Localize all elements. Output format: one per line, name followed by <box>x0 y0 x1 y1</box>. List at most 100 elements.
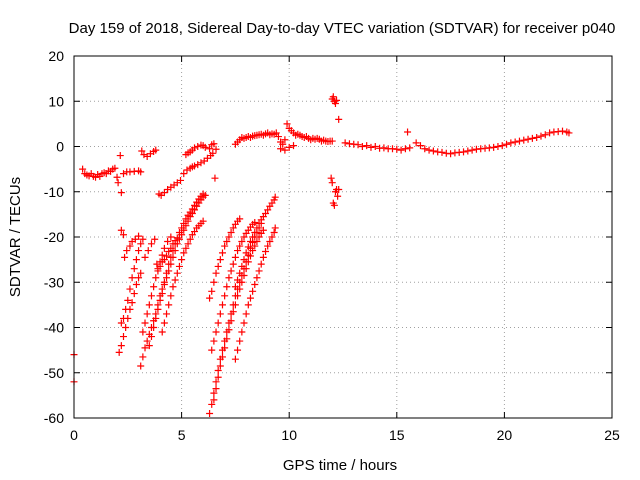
data-point <box>128 274 136 282</box>
data-point <box>281 146 289 154</box>
data-point <box>251 281 259 289</box>
data-point <box>464 147 472 155</box>
data-point <box>257 260 265 268</box>
data-point <box>137 240 145 248</box>
data-point <box>290 142 298 150</box>
data-point <box>212 385 220 393</box>
data-point <box>218 301 226 309</box>
data-point <box>264 206 272 214</box>
data-point <box>119 333 127 341</box>
y-tick-label: -20 <box>44 229 64 245</box>
data-point <box>425 146 433 154</box>
data-point <box>253 224 261 232</box>
data-point <box>141 253 149 261</box>
data-point <box>236 337 244 345</box>
data-point <box>160 189 168 197</box>
x-axis-label: GPS time / hours <box>283 457 397 474</box>
data-point <box>126 305 134 313</box>
data-point <box>114 179 122 187</box>
data-point <box>210 337 218 345</box>
data-point <box>210 278 218 286</box>
data-point <box>541 131 549 139</box>
series-pass-a <box>117 226 147 327</box>
data-point <box>249 233 257 241</box>
data-point <box>283 120 291 128</box>
data-point <box>231 301 239 309</box>
data-point <box>264 242 272 250</box>
data-point <box>160 256 168 264</box>
data-point <box>212 378 220 386</box>
data-point <box>234 247 242 255</box>
data-point <box>191 206 199 214</box>
data-point <box>229 224 237 232</box>
data-point <box>240 319 248 327</box>
data-point <box>335 185 343 193</box>
data-point <box>234 276 242 284</box>
data-point <box>141 319 149 327</box>
data-point <box>143 310 151 318</box>
data-point <box>206 294 214 302</box>
data-point <box>240 271 248 279</box>
data-point <box>143 337 151 345</box>
data-point <box>367 143 375 151</box>
data-point <box>231 355 239 363</box>
data-point <box>212 328 220 336</box>
x-tick-label: 5 <box>178 427 186 443</box>
data-point <box>328 179 336 187</box>
data-point <box>225 274 233 282</box>
data-point <box>494 143 502 150</box>
data-point <box>236 242 244 250</box>
data-point <box>124 314 132 322</box>
data-point <box>234 346 242 354</box>
data-point <box>249 247 257 255</box>
data-point <box>167 233 175 241</box>
data-point <box>279 140 287 148</box>
data-point <box>404 128 412 136</box>
data-point <box>210 389 218 397</box>
data-point <box>131 235 139 243</box>
data-point <box>117 189 125 197</box>
data-point <box>197 159 205 167</box>
x-tick-label: 0 <box>70 427 78 443</box>
data-point <box>537 132 545 140</box>
data-point <box>152 314 160 322</box>
data-point <box>244 243 252 251</box>
data-point <box>117 319 125 327</box>
data-point <box>533 133 541 141</box>
data-point <box>546 129 554 137</box>
data-point <box>216 362 224 370</box>
data-point <box>139 353 147 361</box>
data-point <box>354 141 362 149</box>
data-point <box>113 173 121 181</box>
x-tick-label: 10 <box>281 427 297 443</box>
data-point <box>331 100 339 108</box>
data-point <box>272 129 280 137</box>
data-point <box>121 253 129 261</box>
data-point <box>150 324 158 331</box>
data-point <box>180 249 188 257</box>
data-point <box>212 145 220 153</box>
x-tick-label: 15 <box>389 427 405 443</box>
data-point <box>163 274 171 282</box>
series-pass-f <box>158 217 207 336</box>
data-point <box>184 240 192 248</box>
data-point <box>268 233 276 241</box>
data-point <box>201 191 209 199</box>
data-point <box>171 247 179 255</box>
series-pass-g <box>208 219 259 354</box>
data-point <box>358 143 366 150</box>
data-point <box>199 217 207 225</box>
data-point <box>160 319 168 327</box>
y-tick-label: 0 <box>56 139 64 155</box>
data-point <box>412 139 420 147</box>
data-point <box>270 228 278 236</box>
data-point <box>211 174 219 182</box>
data-point <box>236 269 244 277</box>
data-point <box>150 283 158 291</box>
data-point <box>201 143 209 151</box>
series-pass-b <box>115 232 145 356</box>
data-point <box>169 283 177 291</box>
data-point <box>178 256 186 264</box>
series-pass-j <box>206 215 244 302</box>
data-point <box>135 247 143 255</box>
